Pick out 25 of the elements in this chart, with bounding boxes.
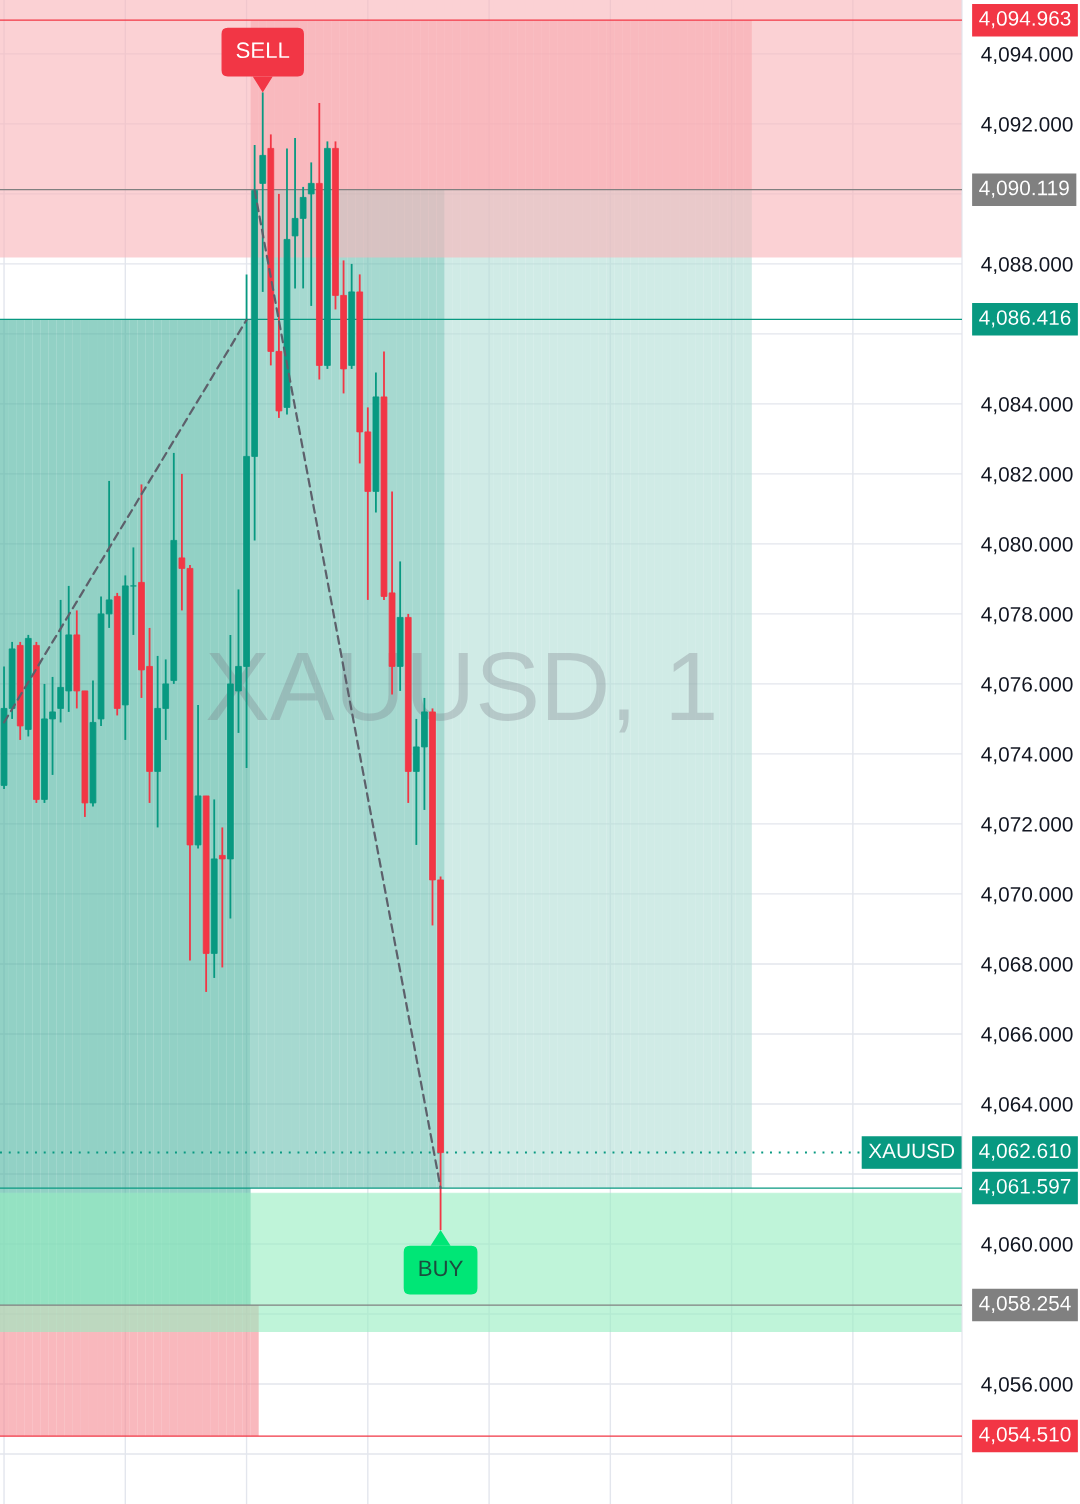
y-tick-label: 4,064.000 bbox=[981, 1096, 1073, 1115]
y-tick-label: 4,066.000 bbox=[981, 1026, 1073, 1045]
annotation: XAUUSD bbox=[868, 1143, 955, 1159]
ref-line-label: 4,054.510 bbox=[979, 1426, 1071, 1445]
ref-line-label: 4,094.963 bbox=[979, 11, 1071, 29]
y-tick-label: 4,094.000 bbox=[981, 46, 1073, 65]
y-tick-label: 4,056.000 bbox=[981, 1376, 1073, 1395]
y-tick-label: 4,078.000 bbox=[981, 606, 1073, 625]
y-tick-label: 4,088.000 bbox=[981, 256, 1073, 275]
y-tick-label: 4,092.000 bbox=[981, 116, 1073, 135]
y-tick-label: 4,082.000 bbox=[981, 466, 1073, 485]
y-tick-label: 4,074.000 bbox=[981, 746, 1073, 765]
y-tick-label: 4,072.000 bbox=[981, 816, 1073, 835]
y-tick-label: 4,068.000 bbox=[981, 956, 1073, 975]
y-tick-label: 4,070.000 bbox=[981, 886, 1073, 905]
y-tick-label: 4,076.000 bbox=[981, 676, 1073, 695]
ref-line-label: 4,061.597 bbox=[979, 1178, 1071, 1197]
y-tick-label: 4,060.000 bbox=[981, 1236, 1073, 1255]
ref-line-label: 4,090.119 bbox=[979, 180, 1069, 198]
y-tick-label: 4,084.000 bbox=[981, 396, 1073, 415]
annotation: BUY bbox=[419, 1260, 463, 1277]
ref-line-label: 4,058.254 bbox=[979, 1295, 1071, 1314]
ref-line-label: 4,086.416 bbox=[979, 310, 1071, 328]
ref-line-label: 4,062.610 bbox=[979, 1143, 1071, 1161]
y-tick-label: 4,080.000 bbox=[981, 536, 1073, 555]
